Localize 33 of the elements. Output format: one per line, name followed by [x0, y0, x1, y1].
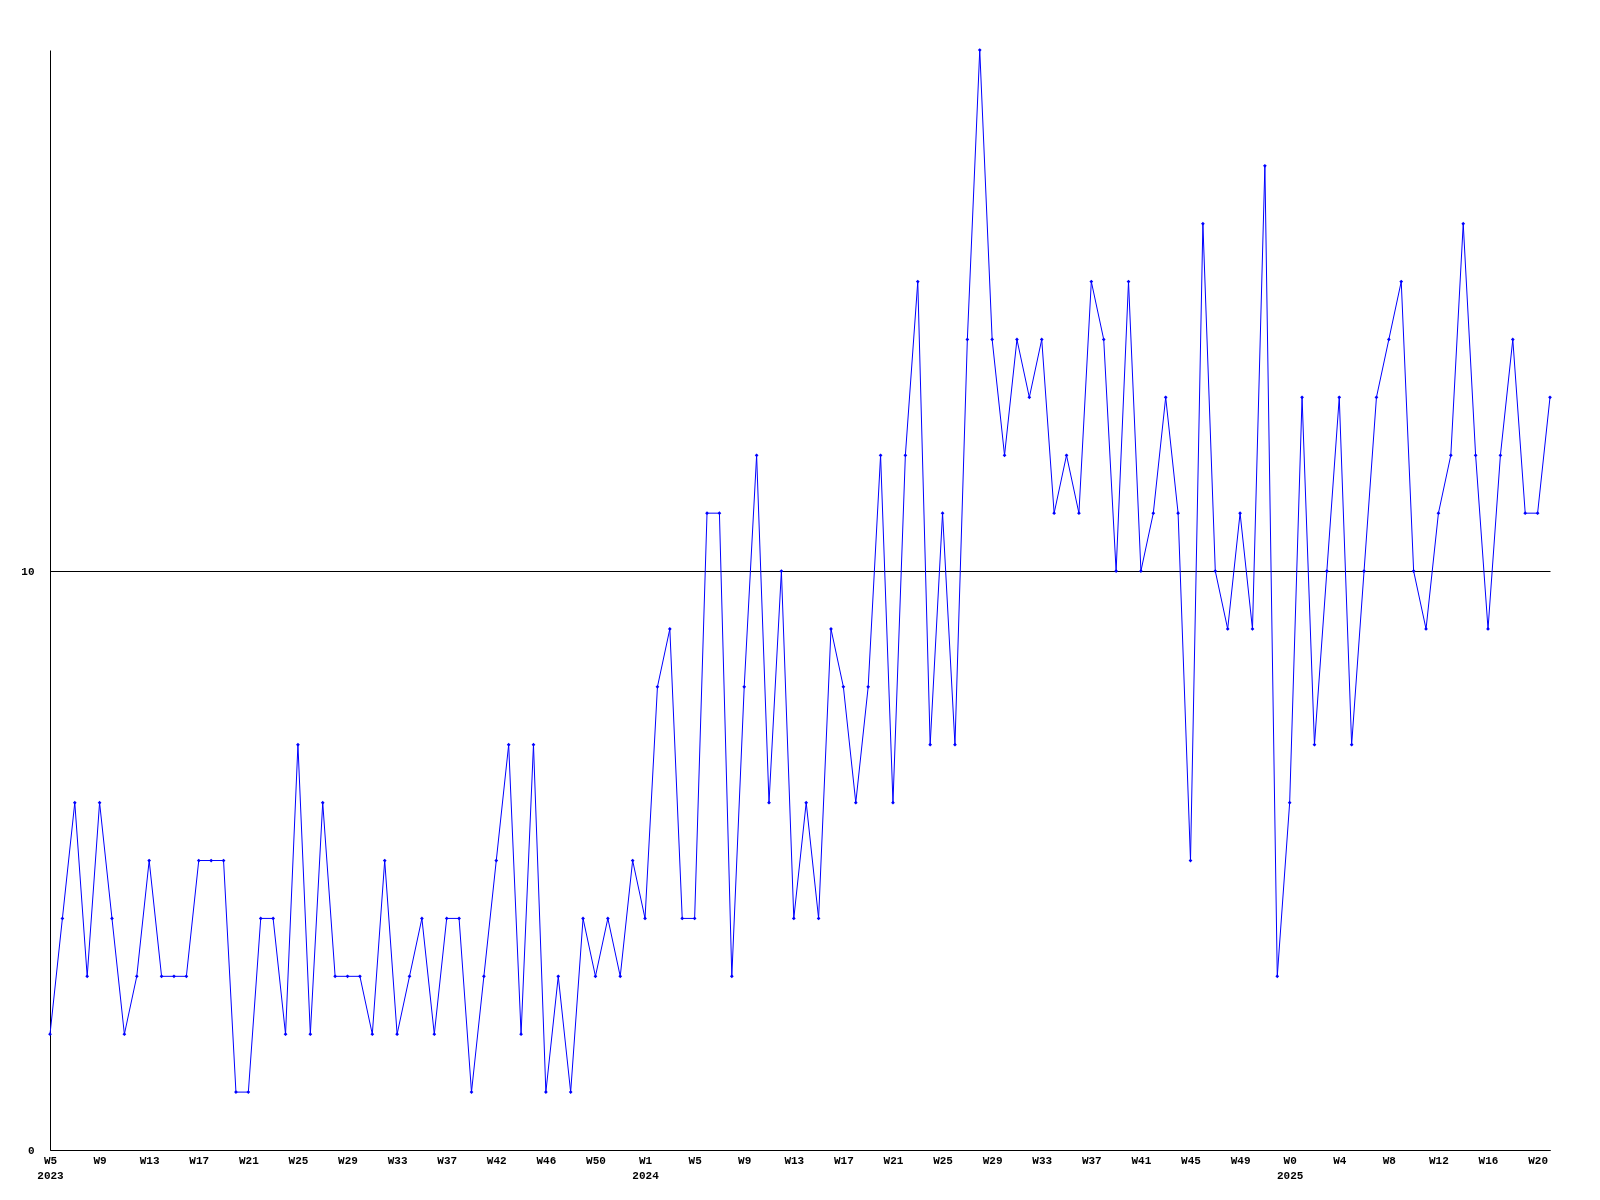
x-tick-label: W5 2023	[37, 1154, 65, 1182]
y-tick-label: 10	[21, 565, 35, 578]
x-tick-label: W25	[288, 1154, 309, 1167]
x-tick-label: W13	[784, 1154, 805, 1167]
x-tick-label: W0 2025	[1276, 1154, 1304, 1182]
x-tick-label: W17	[189, 1154, 210, 1167]
x-tick-label: W5	[688, 1154, 703, 1167]
x-tick-label: W20	[1528, 1154, 1549, 1167]
x-tick-label: W4	[1333, 1154, 1347, 1167]
x-tick-label: W12	[1429, 1154, 1449, 1167]
x-tick-label: W17	[833, 1154, 854, 1167]
x-tick-label: W49	[1230, 1154, 1251, 1167]
x-tick-label: W8	[1382, 1154, 1397, 1167]
x-tick-label: W50	[586, 1154, 606, 1167]
x-tick-label: W16	[1478, 1154, 1499, 1167]
x-tick-label: W29	[982, 1154, 1003, 1167]
x-tick-label: W37	[437, 1154, 458, 1167]
x-tick-label: W1 2024	[632, 1154, 660, 1182]
x-tick-label: W45	[1181, 1154, 1202, 1167]
x-tick-label: W33	[387, 1154, 408, 1167]
x-tick-label: W9	[738, 1154, 752, 1167]
x-tick-label: W33	[1032, 1154, 1053, 1167]
x-tick-label: W21	[883, 1154, 904, 1167]
x-tick-label: W37	[1081, 1154, 1102, 1167]
x-tick-label: W25	[933, 1154, 954, 1167]
y-tick-label: 0	[27, 1144, 35, 1157]
x-tick-label: W46	[536, 1154, 557, 1167]
x-tick-label: W13	[139, 1154, 160, 1167]
x-tick-label: W9	[93, 1154, 107, 1167]
x-tick-label: W29	[338, 1154, 358, 1167]
x-tick-label: W42	[486, 1154, 507, 1167]
x-tick-label: W41	[1131, 1154, 1152, 1167]
x-tick-label: W21	[238, 1154, 260, 1167]
